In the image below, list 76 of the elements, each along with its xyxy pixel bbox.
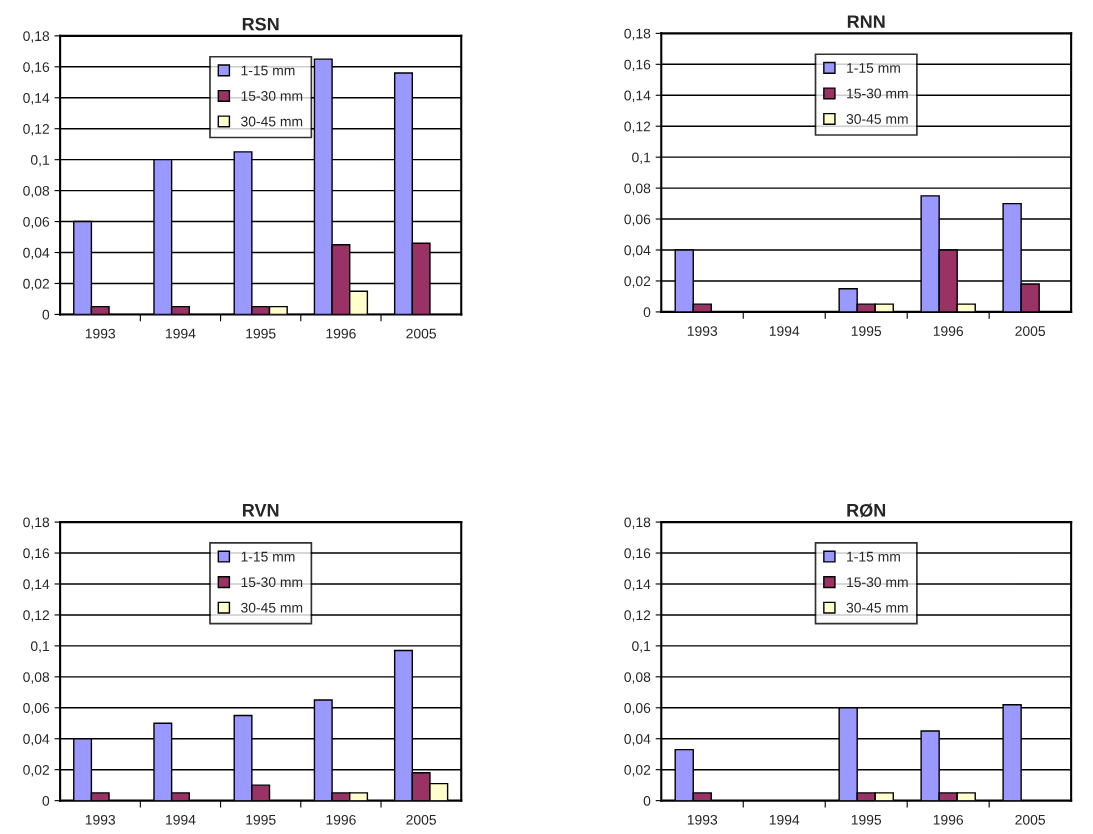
chart-title: RSN — [242, 17, 279, 31]
y-tick-label: 0,06 — [624, 214, 651, 226]
x-tick-label: 2005 — [406, 328, 436, 339]
y-tick-label: 0,16 — [23, 62, 50, 74]
y-tick-label: 0,04 — [624, 245, 651, 257]
x-tick-label: 1996 — [933, 814, 964, 825]
x-tick-label: 1994 — [769, 326, 800, 337]
y-tick-label: 0,02 — [23, 765, 49, 777]
legend-label: 1-15 mm — [241, 65, 295, 76]
x-tick-label: 1995 — [246, 328, 276, 339]
x-tick-label: 2005 — [1015, 814, 1046, 825]
y-tick-label: 0,14 — [23, 93, 50, 105]
legend-label: 15-30 mm — [847, 577, 908, 588]
chart-title: RNN — [847, 15, 885, 28]
y-tick-label: 0,04 — [624, 734, 651, 746]
legend-label: 30-45 mm — [846, 114, 908, 124]
x-tick-label: 1994 — [166, 814, 196, 825]
legend-label: 1-15 mm — [847, 551, 900, 562]
chart-title: RVN — [242, 504, 279, 517]
x-tick-label: 1994 — [166, 328, 196, 339]
x-tick-label: 1995 — [246, 814, 276, 825]
y-tick-label: 0,08 — [624, 672, 651, 684]
y-tick-label: 0,02 — [23, 278, 49, 291]
y-tick-label: 0,14 — [624, 579, 651, 591]
y-tick-label: 0 — [42, 309, 50, 320]
y-tick-label: 0,08 — [23, 185, 50, 198]
y-tick-label: 0,1 — [30, 641, 50, 653]
x-tick-label: 1996 — [933, 326, 964, 337]
x-tick-label: 1993 — [687, 326, 718, 337]
y-tick-label: 0 — [643, 795, 651, 806]
legend-label: 15-30 mm — [241, 91, 303, 101]
y-tick-label: 0 — [42, 795, 50, 806]
x-tick-label: 1994 — [769, 814, 800, 825]
y-tick-label: 0,06 — [23, 703, 50, 715]
x-tick-label: 1993 — [85, 814, 116, 825]
y-tick-label: 0,06 — [624, 703, 651, 715]
legend-label: 15-30 mm — [241, 577, 303, 588]
x-tick-label: 1995 — [851, 814, 882, 825]
legend-label: 30-45 mm — [241, 602, 303, 613]
y-tick-label: 0,12 — [624, 610, 651, 622]
y-tick-label: 0,16 — [23, 548, 50, 560]
legend-label: 30-45 mm — [846, 602, 908, 613]
y-tick-label: 0,08 — [624, 183, 651, 195]
y-tick-label: 0,1 — [632, 152, 651, 164]
y-tick-label: 0,16 — [624, 59, 651, 72]
x-tick-label: 1996 — [326, 328, 356, 339]
y-tick-label: 0,1 — [632, 641, 651, 653]
y-tick-label: 0,18 — [624, 517, 651, 529]
y-tick-label: 0,1 — [30, 155, 50, 167]
x-tick-label: 1993 — [687, 814, 718, 825]
y-tick-label: 0,12 — [23, 124, 49, 136]
chart-title: RØN — [847, 503, 886, 518]
legend-label: 30-45 mm — [241, 116, 303, 127]
legend-label: 1-15 mm — [847, 63, 900, 73]
x-tick-label: 1995 — [851, 326, 882, 337]
y-tick-label: 0,14 — [23, 579, 50, 591]
y-tick-label: 0,12 — [624, 121, 651, 134]
y-tick-label: 0,12 — [23, 610, 49, 622]
y-tick-label: 0,16 — [624, 548, 651, 560]
y-tick-label: 0,08 — [23, 672, 50, 684]
y-tick-label: 0,02 — [624, 765, 651, 777]
y-tick-label: 0,04 — [23, 734, 50, 746]
y-tick-label: 0,14 — [624, 90, 651, 103]
x-tick-label: 1993 — [85, 328, 116, 339]
y-tick-label: 0,18 — [23, 517, 50, 529]
legend-label: 1-15 mm — [241, 551, 295, 562]
y-tick-label: 0,06 — [23, 216, 50, 229]
y-tick-label: 0,04 — [23, 247, 50, 260]
x-tick-label: 1996 — [326, 814, 356, 825]
y-tick-label: 0,18 — [624, 28, 651, 41]
y-tick-label: 0,02 — [624, 276, 651, 288]
y-tick-label: 0 — [643, 307, 651, 318]
x-tick-label: 2005 — [1015, 326, 1046, 337]
x-tick-label: 2005 — [406, 814, 436, 825]
y-tick-label: 0,18 — [23, 31, 50, 43]
legend-label: 15-30 mm — [847, 88, 908, 99]
